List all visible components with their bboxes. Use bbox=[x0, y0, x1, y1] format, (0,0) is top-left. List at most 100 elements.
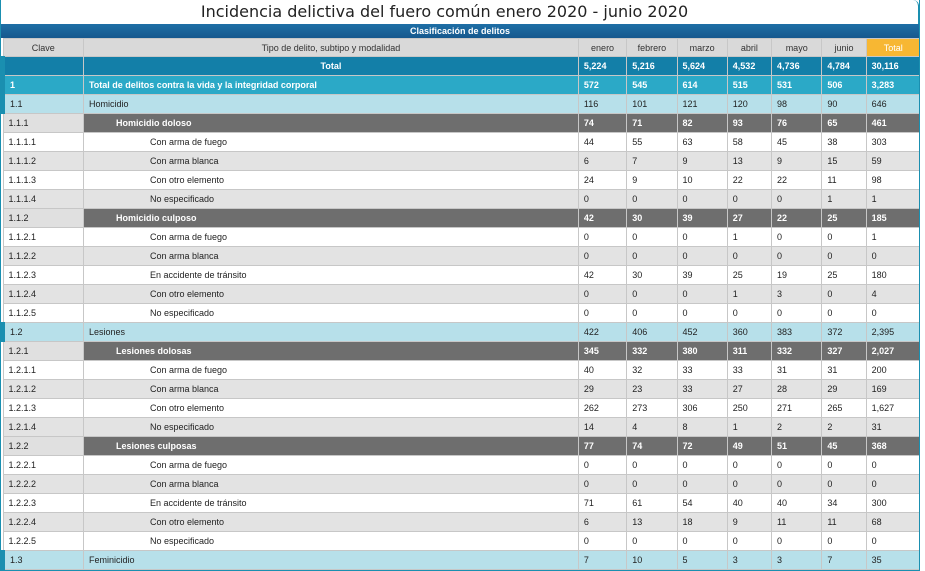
row-label: Con arma blanca bbox=[82, 246, 579, 266]
row-total-value: 59 bbox=[865, 151, 919, 171]
row-month-value: 74 bbox=[577, 113, 628, 133]
row-total-value: 0 bbox=[865, 531, 919, 551]
table-row: 1.1.2.5 No especificado 0 0 0 0 0 0 0 bbox=[2, 303, 919, 323]
row-month-value: 0 bbox=[626, 474, 678, 494]
row-month-value: 51 bbox=[771, 436, 823, 456]
row-month-value: 77 bbox=[577, 436, 628, 456]
row-label: Homicidio doloso bbox=[82, 113, 579, 133]
row-month-value: 5,624 bbox=[676, 56, 728, 76]
row-month-value: 10 bbox=[626, 550, 678, 570]
row-month-value: 121 bbox=[676, 94, 728, 114]
incidence-table: Clave Tipo de delito, subtipo y modalida… bbox=[1, 38, 919, 570]
row-month-value: 531 bbox=[771, 75, 823, 95]
row-month-value: 30 bbox=[626, 265, 678, 285]
row-clave: 1.1.2.4 bbox=[2, 284, 84, 304]
header-month-enero: enero bbox=[577, 38, 628, 57]
row-month-value: 13 bbox=[626, 512, 678, 532]
row-month-value: 27 bbox=[726, 208, 773, 228]
row-month-value: 506 bbox=[821, 75, 867, 95]
row-month-value: 9 bbox=[726, 512, 773, 532]
row-clave: 1.1.1.3 bbox=[2, 170, 84, 190]
row-clave: 1.2.2.1 bbox=[2, 455, 84, 475]
row-total-value: 98 bbox=[865, 170, 919, 190]
row-month-value: 39 bbox=[676, 265, 728, 285]
table-row: 1.2.1.4 No especificado 14 4 8 1 2 2 31 bbox=[2, 417, 919, 437]
row-month-value: 82 bbox=[676, 113, 728, 133]
row-clave: 1.3 bbox=[1, 550, 84, 570]
table-row: 1 Total de delitos contra la vida y la in… bbox=[1, 75, 919, 95]
row-month-value: 30 bbox=[626, 208, 678, 228]
row-month-value: 0 bbox=[821, 227, 867, 247]
row-month-value: 327 bbox=[821, 341, 867, 361]
row-clave: 1 bbox=[1, 75, 84, 95]
table-row: 1.2.1.1 Con arma de fuego 40 32 33 33 31 31 200 bbox=[2, 360, 919, 380]
row-label: Con arma de fuego bbox=[82, 227, 579, 247]
row-label: Homicidio bbox=[82, 94, 579, 114]
table-row: 1.2.1 Lesiones dolosas 345 332 380 311 332 327 2… bbox=[2, 341, 919, 361]
row-total-value: 35 bbox=[865, 550, 919, 570]
row-month-value: 23 bbox=[626, 379, 678, 399]
row-month-value: 0 bbox=[771, 474, 823, 494]
row-month-value: 0 bbox=[821, 531, 867, 551]
row-clave: 1.1.1.1 bbox=[2, 132, 84, 152]
table-row: 1.1 Homicidio 116 101 121 120 98 90 646 bbox=[1, 94, 919, 114]
row-month-value: 0 bbox=[771, 189, 823, 209]
row-month-value: 29 bbox=[577, 379, 628, 399]
row-month-value: 0 bbox=[676, 246, 728, 266]
row-month-value: 22 bbox=[771, 208, 823, 228]
row-month-value: 0 bbox=[821, 474, 867, 494]
row-total-value: 4 bbox=[865, 284, 919, 304]
row-month-value: 93 bbox=[726, 113, 773, 133]
row-total-value: 0 bbox=[865, 303, 919, 323]
row-month-value: 76 bbox=[771, 113, 823, 133]
row-month-value: 90 bbox=[821, 94, 867, 114]
row-month-value: 0 bbox=[626, 455, 678, 475]
row-total-value: 2,027 bbox=[865, 341, 919, 361]
header-tipo: Tipo de delito, subtipo y modalidad bbox=[82, 38, 579, 57]
row-label: Feminicidio bbox=[82, 550, 579, 570]
row-month-value: 19 bbox=[771, 265, 823, 285]
row-clave: 1.2 bbox=[1, 322, 84, 342]
row-label: Con otro elemento bbox=[82, 170, 579, 190]
row-month-value: 0 bbox=[726, 474, 773, 494]
row-clave: 1.1.2.3 bbox=[2, 265, 84, 285]
table-header-row: Clave Tipo de delito, subtipo y modalida… bbox=[2, 38, 919, 57]
row-total-value: 368 bbox=[865, 436, 919, 456]
row-month-value: 27 bbox=[726, 379, 773, 399]
table-body: Total 5,224 5,216 5,624 4,532 4,736 4,784 30,11… bbox=[1, 56, 919, 570]
row-month-value: 98 bbox=[771, 94, 823, 114]
row-month-value: 0 bbox=[676, 303, 728, 323]
row-month-value: 28 bbox=[771, 379, 823, 399]
row-month-value: 63 bbox=[676, 132, 728, 152]
row-month-value: 6 bbox=[577, 151, 628, 171]
row-month-value: 545 bbox=[626, 75, 678, 95]
table-row: Total 5,224 5,216 5,624 4,532 4,736 4,784 30,11… bbox=[1, 56, 919, 76]
row-label: Con arma blanca bbox=[82, 379, 579, 399]
row-clave: 1.2.2.4 bbox=[2, 512, 84, 532]
row-month-value: 11 bbox=[771, 512, 823, 532]
row-total-value: 303 bbox=[865, 132, 919, 152]
row-month-value: 8 bbox=[676, 417, 728, 437]
row-month-value: 0 bbox=[626, 531, 678, 551]
row-label: No especificado bbox=[82, 189, 579, 209]
row-clave: 1.2.1.3 bbox=[2, 398, 84, 418]
row-month-value: 72 bbox=[676, 436, 728, 456]
row-month-value: 345 bbox=[577, 341, 628, 361]
row-label: Con arma de fuego bbox=[82, 455, 579, 475]
row-total-value: 30,116 bbox=[865, 56, 919, 76]
row-month-value: 22 bbox=[771, 170, 823, 190]
row-month-value: 0 bbox=[626, 189, 678, 209]
table-row: 1.1.2.2 Con arma blanca 0 0 0 0 0 0 0 bbox=[2, 246, 919, 266]
row-month-value: 55 bbox=[626, 132, 678, 152]
row-month-value: 45 bbox=[821, 436, 867, 456]
row-month-value: 65 bbox=[821, 113, 867, 133]
table-row: 1.1.1 Homicidio doloso 74 71 82 93 76 65 461 bbox=[2, 113, 919, 133]
header-month-abril: abril bbox=[726, 38, 773, 57]
row-month-value: 0 bbox=[676, 284, 728, 304]
row-month-value: 33 bbox=[676, 379, 728, 399]
header-clave: Clave bbox=[2, 38, 84, 57]
row-label: Con otro elemento bbox=[82, 284, 579, 304]
row-month-value: 0 bbox=[626, 246, 678, 266]
row-month-value: 34 bbox=[821, 493, 867, 513]
row-month-value: 332 bbox=[771, 341, 823, 361]
